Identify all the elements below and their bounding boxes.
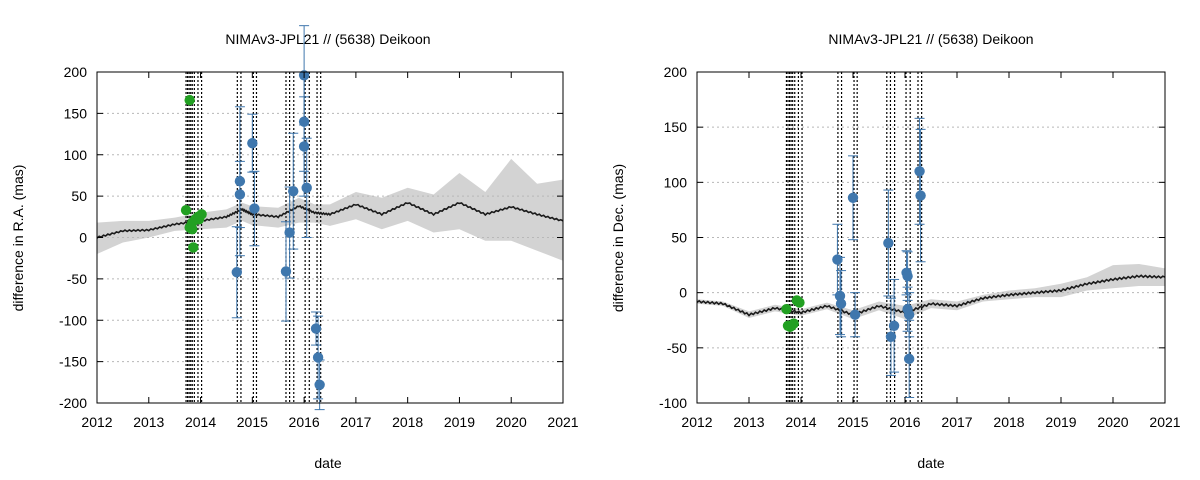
dec-x-tick-label: 2017 — [941, 414, 972, 430]
ra-blue-point — [234, 176, 246, 187]
ra-y-tick-label: 150 — [64, 105, 88, 121]
dec-y-tick-label: -100 — [659, 395, 687, 411]
dec-green-point — [788, 318, 799, 329]
dec-x-tick-label: 2021 — [1149, 414, 1180, 430]
dec-blue-point — [902, 270, 913, 282]
dec-blue-point — [903, 309, 915, 320]
ra-plot-area: 200 150 100 50 0 -50 -100 -150 -200 2012 2013 2014 2… — [59, 25, 579, 430]
dec-plot-area: 200 150 100 50 0 -50 -100 2012 2013 2014 2015 2016 2… — [659, 64, 1181, 430]
ra-green-point — [188, 242, 199, 253]
ra-x-tick-label: 2015 — [237, 414, 268, 430]
dec-chart-title: NIMAv3-JPL21 // (5638) Deikoon — [828, 31, 1033, 47]
dec-x-tick-label: 2015 — [837, 414, 868, 430]
dec-y-tick-label: -50 — [667, 340, 687, 356]
ra-uncertainty-band — [97, 158, 563, 261]
ra-y-axis-label: difference in R.A. (mas) — [10, 165, 26, 312]
ra-prediction-line — [96, 202, 564, 239]
dec-blue-point — [832, 254, 843, 265]
dec-blue-point — [849, 309, 861, 320]
ra-blue-point — [301, 182, 312, 194]
dec-x-tick-label: 2018 — [993, 414, 1024, 430]
dec-y-tick-label: 100 — [664, 174, 688, 190]
ra-blue-point — [247, 137, 258, 149]
ra-y-tick-label: -200 — [59, 395, 87, 411]
dec-prediction-line — [696, 274, 1166, 317]
ra-x-tick-label: 2020 — [496, 414, 527, 430]
dec-y-tick-label: 0 — [679, 285, 687, 301]
ra-x-tick-label: 2017 — [340, 414, 371, 430]
ra-x-axis-label: date — [314, 455, 341, 471]
ra-blue-point — [231, 267, 242, 278]
dec-y-axis-label: difference in Dec. (mas) — [610, 164, 626, 312]
dec-blue-point — [915, 190, 926, 201]
ra-blue-point — [249, 203, 260, 214]
dec-blue-point — [885, 331, 897, 342]
dec-x-tick-label: 2013 — [733, 414, 764, 430]
ra-y-tick-label: -100 — [59, 312, 87, 328]
ra-blue-point — [280, 266, 292, 277]
ra-blue-point — [312, 352, 324, 363]
dec-y-tick-label: 50 — [671, 230, 687, 246]
ra-x-tick-label: 2012 — [81, 414, 112, 430]
dec-green-point — [794, 297, 805, 308]
ra-chart-panel: NIMAv3-JPL21 // (5638) Deikoon date diff… — [10, 25, 579, 471]
dec-x-tick-label: 2012 — [681, 414, 712, 430]
ra-x-tick-label: 2014 — [185, 414, 216, 430]
dec-x-axis-label: date — [917, 455, 944, 471]
dec-x-tick-label: 2019 — [1045, 414, 1076, 430]
ra-green-point — [196, 209, 207, 220]
dec-chart-panel: NIMAv3-JPL21 // (5638) Deikoon date diff… — [610, 31, 1181, 471]
dec-green-point — [781, 304, 792, 315]
dec-blue-point — [883, 237, 894, 249]
dec-blue-point — [835, 298, 847, 309]
dec-blue-point — [847, 192, 859, 203]
ra-blue-point — [314, 379, 325, 390]
ra-x-tick-label: 2016 — [289, 414, 320, 430]
dec-y-tick-label: 150 — [664, 119, 688, 135]
dec-y-tick-label: 200 — [664, 64, 688, 80]
dec-x-tick-label: 2016 — [889, 414, 920, 430]
ra-blue-point — [298, 141, 310, 152]
dec-blue-point — [903, 353, 915, 365]
dec-blue-point — [888, 320, 900, 331]
ra-x-tick-label: 2013 — [133, 414, 164, 430]
ra-y-tick-label: 50 — [71, 188, 87, 204]
dec-x-tick-label: 2020 — [1097, 414, 1128, 430]
ra-x-tick-label: 2018 — [392, 414, 423, 430]
ra-y-tick-label: 100 — [64, 147, 88, 163]
ra-blue-point — [310, 323, 322, 334]
ra-y-tick-label: -150 — [59, 354, 87, 370]
dec-blue-point — [914, 166, 925, 177]
ra-y-tick-label: -50 — [67, 271, 87, 287]
dec-blue-point — [834, 290, 846, 302]
ra-chart-title: NIMAv3-JPL21 // (5638) Deikoon — [225, 31, 430, 47]
ra-y-tick-label: 200 — [64, 64, 88, 80]
ra-x-tick-label: 2021 — [547, 414, 578, 430]
ra-green-point — [184, 94, 195, 106]
dec-x-tick-label: 2014 — [785, 414, 816, 430]
ra-y-tick-label: 0 — [79, 230, 87, 246]
ra-blue-point — [284, 227, 295, 238]
ra-green-point — [180, 204, 192, 216]
ra-x-tick-label: 2019 — [444, 414, 475, 430]
ra-blue-point — [288, 185, 299, 197]
